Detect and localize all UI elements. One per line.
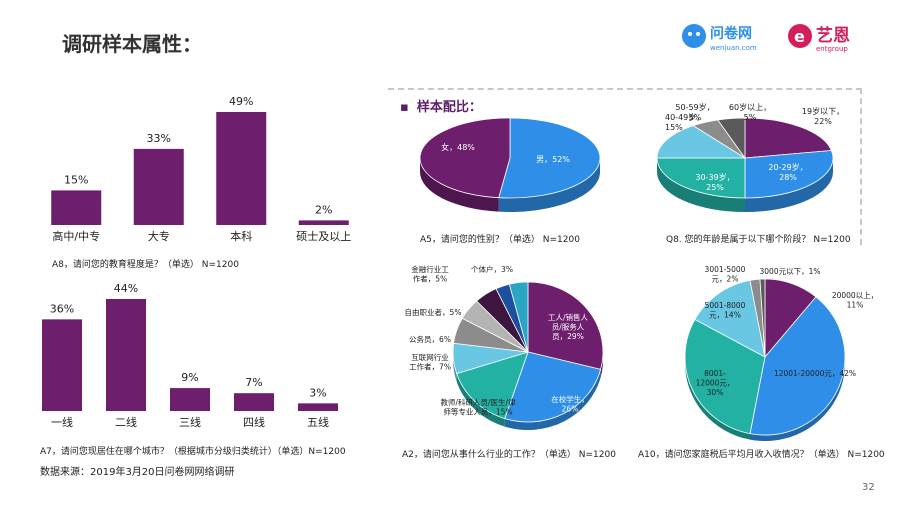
- occupation-slice-label: 个体户，3%: [471, 264, 513, 274]
- yien-logo-name: 艺恩: [816, 25, 850, 46]
- income-slice-label: 5001-8000 元，14%: [705, 301, 746, 320]
- city-bar: [106, 299, 146, 411]
- education-value-label: 49%: [229, 95, 253, 108]
- education-bar: [51, 190, 102, 225]
- occupation-slice-side: [456, 373, 505, 427]
- education-category-label: 本科: [230, 229, 252, 243]
- city-value-label: 3%: [309, 386, 326, 399]
- section-title: ▪ 样本配比：: [400, 100, 482, 115]
- age-slice: [744, 150, 834, 199]
- occupation-slice-label: 金融行业工作者，5%: [411, 264, 449, 284]
- age-slice-label: 20-29岁， 28%: [768, 162, 807, 182]
- education-value-label: 33%: [147, 132, 171, 145]
- gender-slice-label: 女，48%: [441, 142, 475, 152]
- city-bar: [234, 393, 274, 411]
- education-caption: A8，请问您的教育程度是？（单选） N=1200: [52, 260, 239, 270]
- city-value-label: 7%: [245, 376, 262, 389]
- education-bar: [133, 148, 184, 225]
- city-bar-chart: 36% 一线 44% 二线 9% 三线 7% 四线 3% 五线: [42, 282, 338, 429]
- education-category-label: 硕士及以上: [296, 230, 351, 243]
- age-caption: Q8. 您的年龄是属于以下哪个阶段？ N=1200: [666, 235, 851, 245]
- occupation-slice-label: 在校学生， 26%: [551, 394, 589, 414]
- slide-title: 调研样本属性：: [62, 32, 202, 56]
- section-title-text: 样本配比：: [416, 100, 482, 115]
- income-pie-chart: 20000以上， 11% 12001-20000元，42% 8001-12000元， 3…: [684, 265, 878, 441]
- education-category-label: 大专: [148, 229, 170, 243]
- wenjuan-logo-sub: wenjuan.com: [710, 44, 757, 52]
- age-slice-side: [745, 158, 833, 212]
- education-value-label: 2%: [315, 203, 332, 216]
- gender-slice-label: 男，52%: [536, 155, 570, 164]
- income-slice-label: 3000元以下，1%: [760, 267, 821, 276]
- education-bar-chart: 15% 高中/中专 33% 大专 49% 本科 2% 硕士及以上: [51, 95, 351, 243]
- occupation-slice-label: 教师/科研人员/医生/律师等专业人员，15%: [440, 397, 516, 417]
- occupation-slice-label: 自由职业者，5%: [405, 307, 462, 317]
- age-slice-label: 50-59岁， 5%: [675, 102, 714, 122]
- yien-logo-mark: [788, 24, 812, 48]
- gender-caption: A5，请问您的性别？（单选） N=1200: [420, 235, 580, 245]
- city-value-label: 44%: [114, 282, 138, 295]
- gender-slice: [419, 117, 511, 199]
- income-caption: A10，请问您家庭税后平均月收入收情况？（单选） N=1200: [638, 450, 885, 460]
- occupation-slice: [508, 281, 529, 353]
- occupation-pie-chart: 工人/销售人员/服务人员，29% 在校学生， 26% 教师/科研人员/医生/律师等专业…: [405, 264, 604, 430]
- gender-slice-side: [498, 158, 600, 212]
- city-category-label: 四线: [243, 415, 265, 429]
- occupation-caption: A2，请问您从事什么行业的工作？（单选） N=1200: [402, 450, 616, 460]
- age-slice: [717, 117, 746, 160]
- section-divider: [388, 88, 862, 245]
- age-slice: [744, 117, 833, 159]
- wenjuan-logo: 问卷网 wenjuan.com: [682, 24, 757, 52]
- yien-logo: e 艺恩 entgroup: [788, 24, 850, 53]
- income-slice-side: [685, 357, 751, 440]
- income-slice: [749, 296, 846, 436]
- education-bar: [216, 112, 267, 225]
- age-slice: [656, 157, 746, 199]
- education-bar: [298, 220, 349, 225]
- age-slice-label: 19岁以下， 22%: [802, 106, 844, 126]
- svg-text:e: e: [794, 27, 805, 46]
- age-slice-label: 60岁以上， 5%: [729, 102, 771, 122]
- occupation-slice: [456, 351, 529, 420]
- occupation-slice-side: [453, 352, 457, 382]
- page-number: 32: [862, 482, 875, 493]
- yien-logo-sub: entgroup: [816, 45, 848, 53]
- occupation-slice: [504, 351, 602, 423]
- city-value-label: 9%: [181, 371, 198, 384]
- income-slice-label: 20000以上， 11%: [832, 291, 878, 310]
- income-slice-label: 12001-20000元，42%: [774, 369, 856, 378]
- gender-slice: [498, 117, 601, 199]
- education-value-label: 15%: [64, 173, 88, 186]
- income-slice-label: 3001-5000 元，2%: [705, 265, 746, 284]
- income-slice: [694, 279, 766, 358]
- city-category-label: 五线: [307, 415, 329, 429]
- occupation-slice-label: 工人/销售人员/服务人员，29%: [548, 312, 589, 341]
- gender-slice-side: [420, 158, 499, 212]
- gender-pie-chart: 男，52% 女，48%: [419, 117, 601, 212]
- data-source: 数据来源：2019年3月20日问卷网网络调研: [40, 467, 235, 478]
- occupation-slice-side: [504, 369, 601, 430]
- wenjuan-logo-name: 问卷网: [710, 25, 752, 42]
- age-pie-chart: 19岁以下， 22% 20-29岁， 28% 30-39岁， 25% 40-49岁， 15%5…: [656, 102, 844, 212]
- age-slice: [656, 125, 747, 159]
- occupation-slice-label: 互联网行业工作者，7%: [409, 352, 451, 372]
- income-slice: [759, 278, 766, 358]
- city-bar: [170, 388, 210, 411]
- city-value-label: 36%: [50, 302, 74, 315]
- age-slice-label: 40-49岁， 15%: [665, 112, 704, 132]
- wenjuan-logo-mark: [682, 24, 706, 48]
- city-bar: [298, 403, 338, 411]
- occupation-slice: [527, 281, 604, 370]
- education-category-label: 高中/中专: [52, 229, 100, 243]
- city-category-label: 三线: [179, 415, 201, 429]
- city-category-label: 二线: [115, 415, 137, 429]
- city-caption: A7，请问您现居住在哪个城市？（根据城市分级归类统计）（单选）N=1200: [40, 447, 346, 457]
- age-slice-side: [657, 158, 745, 212]
- income-slice-label: 8001-12000元， 30%: [696, 369, 735, 397]
- city-category-label: 一线: [51, 415, 73, 429]
- city-bar: [42, 319, 82, 411]
- occupation-slice-label: 公务员，6%: [409, 334, 451, 344]
- income-slice: [684, 318, 766, 435]
- age-slice-label: 30-39岁， 25%: [695, 172, 734, 192]
